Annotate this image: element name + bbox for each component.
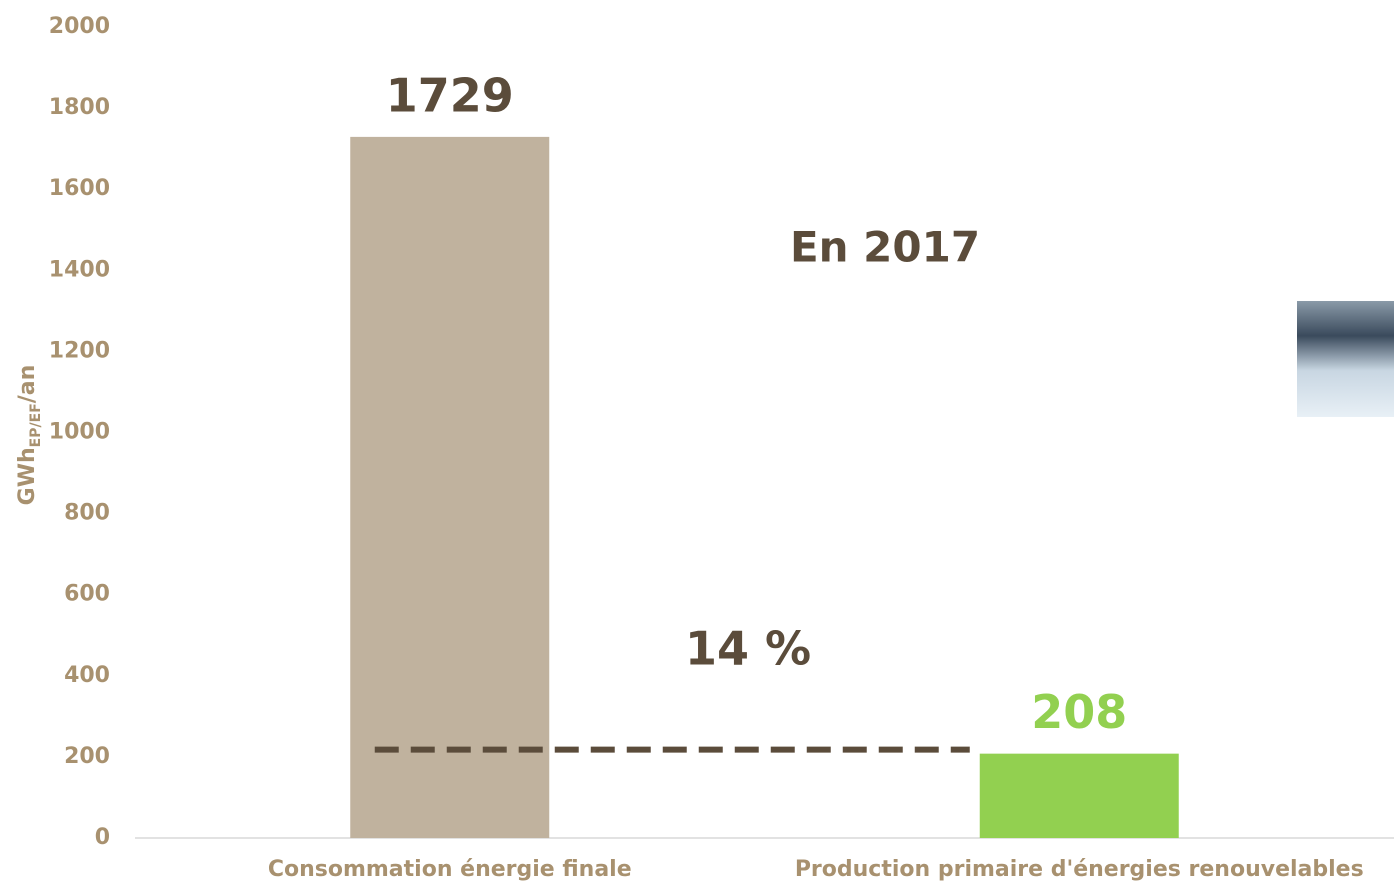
y-tick-label: 1400 xyxy=(49,257,110,282)
y-axis-label: GWhEP/EF/an xyxy=(15,365,44,506)
value-label: 1729 xyxy=(386,68,514,122)
y-tick-label: 0 xyxy=(95,825,110,850)
annotation: 14 % xyxy=(685,622,811,676)
waterfall-photo xyxy=(1297,301,1394,417)
bar xyxy=(979,753,1179,838)
y-tick-label: 1800 xyxy=(49,95,110,120)
y-tick-label: 2000 xyxy=(49,14,110,39)
y-tick-label: 800 xyxy=(64,501,110,526)
y-tick-label: 400 xyxy=(64,663,110,688)
y-tick-label: 1600 xyxy=(49,176,110,201)
y-tick-label: 1000 xyxy=(49,420,110,445)
bar xyxy=(350,136,550,838)
y-tick-label: 1200 xyxy=(49,338,110,363)
value-label: 208 xyxy=(1031,685,1127,739)
y-tick-label: 600 xyxy=(64,582,110,607)
y-tick-label: 200 xyxy=(64,744,110,769)
y-axis-label-sub: EP/EF xyxy=(28,403,44,447)
x-tick-label: Production primaire d'énergies renouvela… xyxy=(795,857,1364,882)
y-axis-label-suffix: /an xyxy=(15,365,40,404)
annotation: En 2017 xyxy=(790,223,980,272)
y-axis-label-main: GWh xyxy=(15,447,40,505)
x-tick-label: Consommation énergie finale xyxy=(268,857,632,882)
